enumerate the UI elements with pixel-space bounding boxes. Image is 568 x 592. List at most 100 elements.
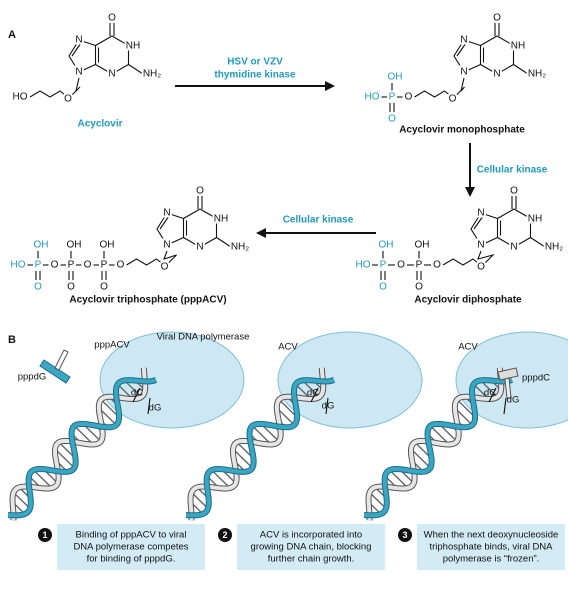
base-pair: [429, 425, 450, 446]
dna-strand: [7, 377, 157, 518]
atom-label: O: [108, 13, 116, 24]
caption-line: Binding of pppACV to viral: [76, 530, 187, 541]
pppdC-icon: [504, 377, 512, 399]
atom-label: P: [35, 260, 42, 271]
bond: [473, 215, 484, 230]
atom-label: NH₂: [231, 242, 249, 253]
step-label: Cellular kinase: [477, 165, 548, 176]
chain-bond: [442, 258, 479, 266]
diagram-label: dG: [507, 395, 520, 406]
diagram-label: pppACV: [94, 340, 130, 351]
base-pair: [33, 469, 53, 489]
base-pair: [410, 448, 431, 469]
chain-bond: [71, 77, 81, 96]
atom-label: OH: [379, 240, 394, 251]
atom-label: O: [64, 94, 72, 105]
chain-bond: [414, 90, 450, 98]
atom-label: O: [117, 260, 125, 271]
atom-label: N: [510, 242, 517, 253]
atom-label: O: [477, 262, 485, 273]
step-label: HSV or VZV: [227, 57, 283, 68]
caption-line: When the next deoxynucleoside: [424, 530, 559, 541]
step-number: 1: [42, 530, 47, 540]
atom-label: NH₂: [528, 69, 546, 80]
polymerase: [99, 331, 245, 429]
atom-label: O: [100, 282, 108, 293]
step-label: thymidine kinase: [214, 70, 296, 81]
diagram-label: dC: [131, 388, 143, 399]
caption-box: [57, 524, 205, 570]
atom-label: N: [493, 69, 500, 80]
diagram-label: dC: [484, 388, 496, 399]
bond: [159, 215, 170, 230]
bond: [71, 42, 82, 57]
atom-label: N: [163, 240, 170, 251]
base-pair: [232, 448, 253, 469]
atom-label: O: [84, 260, 92, 271]
atom-label: O: [415, 282, 423, 293]
diagram-label: dG: [149, 403, 162, 414]
molecule-name: Acyclovir monophosphate: [399, 125, 525, 136]
atom-label: OH: [34, 240, 49, 251]
diagram-label: pppdC: [522, 373, 550, 384]
chain-bond: [477, 250, 495, 264]
caption-line: ACV is incorporated into: [260, 530, 362, 541]
base-pair: [13, 491, 31, 510]
atom-label: O: [405, 92, 413, 103]
pppdG-icon: [39, 359, 71, 384]
caption-line: further chain growth.: [268, 554, 355, 565]
caption-line: DNA polymerase competes: [73, 542, 188, 553]
step-number: 2: [222, 530, 227, 540]
caption-line: polymerase is “frozen”.: [443, 554, 540, 565]
molecule-name: Acyclovir triphosphate (pppACV): [69, 295, 226, 306]
bond: [132, 387, 141, 403]
atom-label: OH: [388, 72, 403, 83]
caption-box: [417, 524, 565, 570]
atom-label: O: [449, 94, 457, 105]
bond: [488, 387, 497, 403]
pppdG-icon: [54, 349, 69, 371]
base-pair: [369, 491, 387, 510]
caption-line: growing DNA chain, blocking: [251, 542, 372, 553]
atom-label: O: [34, 282, 42, 293]
atom-label: N: [163, 208, 170, 219]
atom-label: O: [161, 262, 169, 273]
atom-label: O: [51, 260, 59, 271]
dna-strand: [363, 377, 513, 518]
diagram-label: Viral DNA polymerase: [157, 332, 250, 343]
atom-label: P: [68, 260, 75, 271]
atom-label: N: [477, 240, 484, 251]
step-number: 3: [402, 530, 407, 540]
atom-label: O: [433, 260, 441, 271]
panel-label: B: [8, 334, 16, 346]
atom-label: HO: [13, 92, 28, 103]
atom-label: N: [75, 67, 82, 78]
bond: [128, 64, 144, 75]
bond: [513, 64, 529, 75]
atom-label: O: [510, 186, 518, 197]
atom-label: HO: [365, 92, 380, 103]
atom-label: HO: [356, 260, 371, 271]
base-pair: [191, 491, 209, 510]
bond: [503, 397, 507, 415]
atom-label: N: [460, 67, 467, 78]
chain-bond: [163, 250, 177, 264]
atom-label: P: [101, 260, 108, 271]
base-pair: [389, 469, 409, 489]
diagram-label: dC: [307, 388, 319, 399]
chain-bond: [29, 90, 66, 98]
atom-label: OH: [67, 240, 82, 251]
atom-label: NH: [528, 214, 542, 225]
step-number-badge: [38, 528, 52, 542]
ring-bond: [453, 39, 481, 73]
atom-label: OH: [415, 240, 430, 251]
panel-label: A: [8, 29, 16, 41]
chain-bond: [126, 258, 162, 266]
atom-label: O: [196, 186, 204, 197]
molecule-name: Acyclovir diphosphate: [414, 295, 522, 306]
bond: [456, 42, 467, 57]
atom-label: NH₂: [545, 242, 563, 253]
atom-label: O: [397, 260, 405, 271]
bond: [530, 237, 546, 248]
